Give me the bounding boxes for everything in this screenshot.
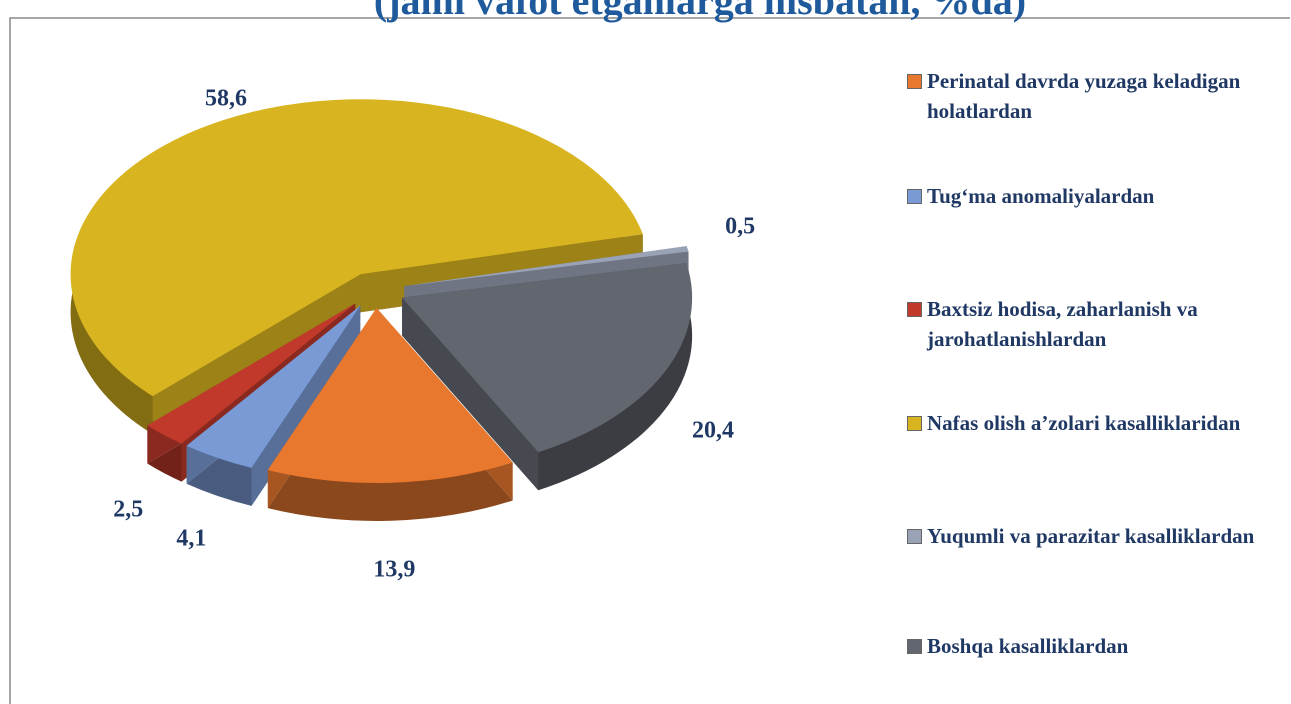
- legend-item: Tug‘ma anomaliyalardan: [905, 181, 1285, 211]
- legend-item: Boshqa kasalliklardan: [905, 631, 1285, 661]
- legend-item: Perinatal davrda yuzaga keladigan holatl…: [905, 66, 1285, 126]
- pie: [70, 99, 693, 521]
- slice: [402, 262, 693, 453]
- legend-swatch: [907, 639, 922, 654]
- legend-label: Yuqumli va parazitar kasalliklardan: [927, 524, 1255, 548]
- slice: [404, 246, 689, 287]
- slice: [267, 307, 513, 483]
- legend-item: Baxtsiz hodisa, zaharlanish va jarohatla…: [905, 294, 1285, 354]
- legend-item: Nafas olish a’zolari kasalliklaridan: [905, 408, 1285, 438]
- legend-label: Tug‘ma anomaliyalardan: [927, 184, 1155, 208]
- legend-swatch: [907, 74, 922, 89]
- legend-item: Yuqumli va parazitar kasalliklardan: [905, 521, 1285, 551]
- legend-swatch: [907, 416, 922, 431]
- legend-swatch: [907, 529, 922, 544]
- legend-swatch: [907, 302, 922, 317]
- slice: [147, 303, 356, 444]
- legend-swatch: [907, 189, 922, 204]
- legend-label: Nafas olish a’zolari kasalliklaridan: [927, 411, 1241, 435]
- data-label: 2,5: [113, 496, 143, 522]
- legend-label: Baxtsiz hodisa, zaharlanish va jarohatla…: [927, 297, 1198, 351]
- slice: [186, 305, 361, 468]
- chart-title: (jami vafot etganlarga nisbatan, %da): [374, 0, 1026, 23]
- data-label: 0,5: [725, 213, 755, 239]
- data-label: 4,1: [176, 526, 206, 552]
- slice-wall: [402, 297, 539, 491]
- legend-label: Perinatal davrda yuzaga keladigan holatl…: [927, 69, 1241, 123]
- data-label: 58,6: [205, 86, 247, 112]
- data-label: 20,4: [692, 417, 734, 443]
- legend-label: Boshqa kasalliklardan: [927, 634, 1129, 658]
- slice: [70, 99, 643, 397]
- frame: [9, 17, 1290, 704]
- data-label: 13,9: [373, 557, 415, 583]
